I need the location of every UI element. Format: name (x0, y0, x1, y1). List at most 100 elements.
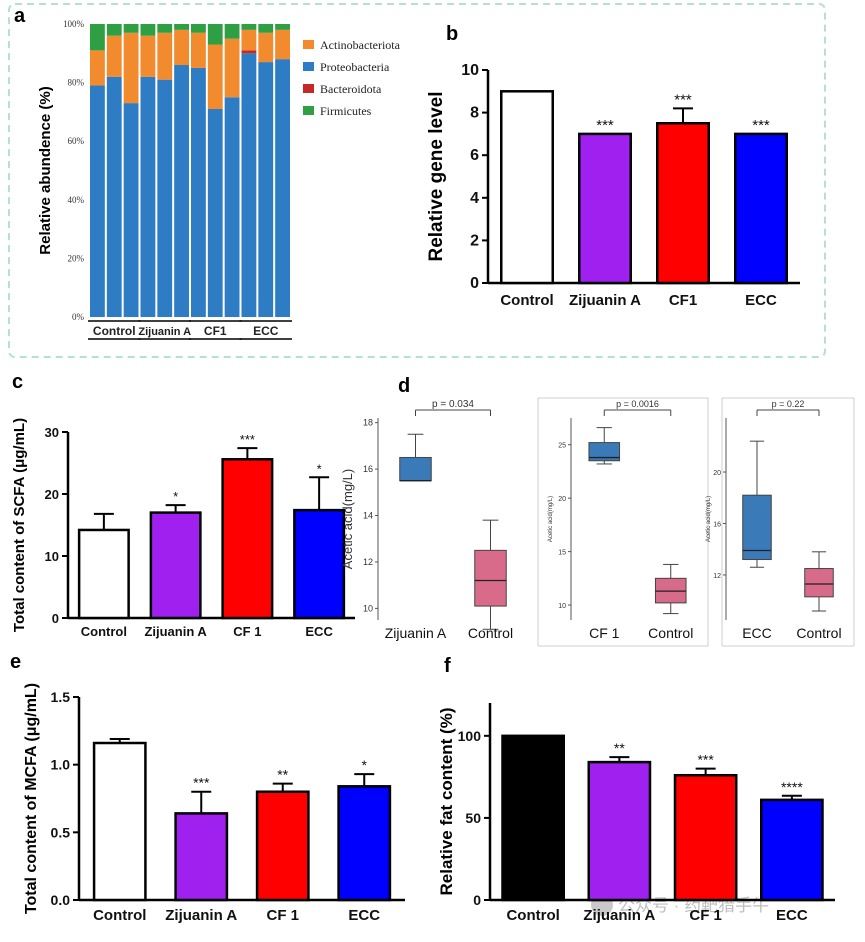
f-significance-label: ** (614, 740, 625, 756)
d1-category-label: Control (468, 625, 513, 641)
d1-ytick-label: 18 (363, 418, 373, 428)
a-bar-segment (123, 32, 139, 104)
a-bar-segment (106, 24, 122, 36)
b-bar (578, 132, 632, 285)
b-ylabel: Relative gene level (426, 91, 447, 261)
d2-ytick-label: 25 (558, 443, 566, 450)
b-category-label: CF1 (669, 292, 697, 309)
e-ytick-label: 1.5 (51, 689, 71, 705)
d1-ytick-label: 14 (363, 511, 373, 521)
a-bar-segment (174, 65, 189, 318)
c-significance-label: * (317, 461, 322, 476)
e-ylabel: Total content of MCFA (μg/mL) (23, 683, 40, 914)
a-ytick-label: 40% (68, 195, 85, 205)
c-ytick-label: 20 (45, 487, 59, 502)
a-ytick-label: 0% (72, 312, 85, 322)
a-bar-segment (90, 24, 105, 51)
f-category-label: Zijuanin A (583, 907, 655, 924)
panel-letter-e: e (10, 651, 21, 673)
d2-ytick-label: 15 (558, 550, 566, 557)
d3-ylabel: Acetic acid(mg/L) (706, 496, 712, 542)
f-ytick-label: 50 (465, 810, 481, 826)
a-group-label: CF1 (204, 324, 227, 338)
a-bar-segment (106, 35, 122, 77)
a-legend-swatch (303, 40, 314, 49)
a-ytick-label: 60% (68, 136, 85, 146)
d3-category-label: ECC (742, 625, 772, 641)
b-category-label: Zijuanin A (569, 292, 641, 309)
a-bar-segment (207, 108, 223, 317)
panel-letter-a: a (14, 5, 26, 27)
panel-letter-c: c (12, 371, 23, 393)
e-category-label: Control (93, 907, 146, 924)
f-significance-label: *** (697, 752, 714, 768)
c-significance-label: * (173, 489, 178, 504)
panel-d3-frame (721, 397, 855, 647)
a-bar-segment (191, 67, 206, 317)
a-bar-segment (241, 53, 257, 318)
a-bar-segment (258, 24, 274, 33)
d1-box (474, 549, 507, 607)
d3-box (742, 494, 772, 561)
a-legend-swatch (303, 84, 314, 93)
d1-category-label: Zijuanin A (385, 625, 447, 641)
d1-ylabel: Acetic acid(mg/L) (340, 469, 355, 569)
e-bar (337, 785, 392, 902)
b-category-label: ECC (745, 292, 777, 309)
a-bar-segment (140, 76, 156, 318)
b-significance-label: *** (752, 117, 770, 134)
c-category-label: ECC (305, 624, 333, 639)
e-category-label: Zijuanin A (165, 907, 237, 924)
c-category-label: Zijuanin A (144, 624, 207, 639)
e-bar (92, 741, 147, 902)
d2-ytick-label: 10 (558, 603, 566, 610)
b-bar (734, 132, 788, 285)
c-category-label: CF 1 (233, 624, 261, 639)
a-bar-segment (123, 103, 139, 317)
a-legend-label: Actinobacteriota (320, 38, 401, 52)
a-ytick-label: 100% (63, 19, 85, 29)
c-significance-label: *** (240, 432, 255, 447)
a-bar-segment (157, 79, 173, 317)
a-bar-segment (275, 24, 290, 30)
a-bar-segment (191, 32, 206, 68)
panel-d2-frame (537, 397, 709, 647)
a-bar-segment (140, 24, 156, 36)
a-bar-segment (224, 97, 240, 317)
a-bar-segment (258, 32, 274, 63)
e-significance-label: ** (277, 767, 288, 783)
b-ytick-label: 6 (470, 147, 479, 164)
b-significance-label: *** (596, 117, 614, 134)
c-bar (221, 458, 274, 620)
a-bar-segment (207, 24, 223, 45)
a-legend-swatch (303, 106, 314, 115)
a-bar-segment (241, 50, 257, 54)
panel-ab-frame (8, 3, 826, 358)
panel-letter-f: f (444, 655, 451, 677)
panel-letter-d: d (398, 375, 410, 397)
b-ytick-label: 8 (470, 105, 479, 122)
a-bar-segment (157, 24, 173, 33)
d1-ytick-label: 12 (363, 557, 373, 567)
f-category-label: CF 1 (689, 907, 722, 924)
d2-ylabel: Acetic acid(mg/L) (548, 496, 554, 542)
b-ytick-label: 10 (461, 62, 479, 79)
a-bar-segment (207, 44, 223, 109)
a-group-label: Zijuanin A (138, 326, 191, 338)
a-group-label: Control (93, 324, 136, 338)
f-significance-label: **** (781, 779, 803, 795)
b-category-label: Control (500, 292, 553, 309)
a-ytick-label: 20% (68, 253, 85, 263)
d3-ytick-label: 16 (713, 522, 721, 529)
b-bar (500, 90, 554, 285)
panel-letter-b: b (446, 23, 458, 45)
a-bar-segment (174, 29, 189, 66)
c-ylabel: Total content of SCFA (μg/mL) (11, 418, 28, 632)
a-bar-segment (241, 29, 257, 51)
a-legend-swatch (303, 62, 314, 71)
e-significance-label: * (362, 757, 368, 773)
d2-ytick-label: 20 (558, 496, 566, 503)
e-significance-label: *** (193, 775, 210, 791)
